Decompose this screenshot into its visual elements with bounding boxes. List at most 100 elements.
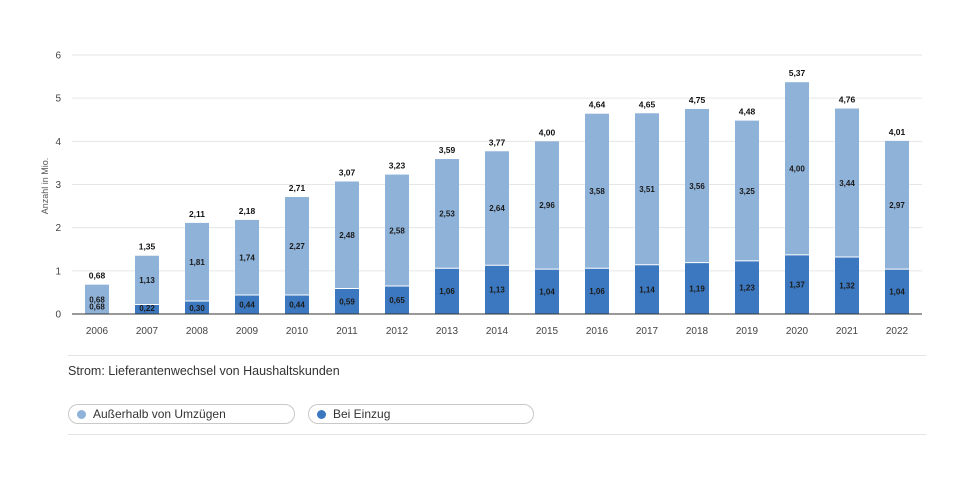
- bar-outside-moves: [135, 255, 159, 305]
- x-tick-label: 2007: [136, 326, 159, 337]
- outside-moves-value-label: 1,81: [189, 258, 205, 267]
- y-tick-label: 6: [55, 51, 61, 62]
- total-label: 4,75: [689, 95, 706, 105]
- bar-move-in: [385, 285, 409, 314]
- outside-moves-value-label: 4,00: [789, 165, 805, 174]
- bar-move-in: [585, 268, 609, 314]
- divider-top: [68, 355, 926, 356]
- bar-outside-moves: [285, 197, 309, 296]
- outside-moves-value-label: 3,56: [689, 182, 705, 191]
- bar-move-in: [285, 295, 309, 314]
- legend-move-in-label: Bei Einzug: [333, 407, 391, 421]
- x-tick-label: 2006: [86, 326, 109, 337]
- x-tick-label: 2022: [886, 326, 909, 337]
- legend-item-outside-moves[interactable]: Außerhalb von Umzügen: [68, 404, 295, 424]
- outside-moves-extra-label: 0,68: [89, 303, 105, 312]
- legend-move-in-swatch-icon: [317, 409, 326, 419]
- total-label: 4,76: [839, 95, 856, 105]
- x-tick-label: 2008: [186, 326, 209, 337]
- move-in-value-label: 1,19: [689, 284, 705, 293]
- outside-moves-value-label: 2,96: [539, 201, 555, 210]
- bar-outside-moves: [585, 113, 609, 269]
- move-in-value-label: 0,44: [239, 301, 255, 310]
- outside-moves-value-label: 2,64: [489, 204, 505, 213]
- bar-move-in: [485, 265, 509, 314]
- move-in-value-label: 1,32: [839, 282, 855, 291]
- bar-outside-moves: [735, 120, 759, 261]
- move-in-value-label: 1,14: [639, 285, 655, 294]
- total-label: 2,18: [239, 206, 256, 216]
- move-in-value-label: 1,06: [589, 287, 605, 296]
- bar-move-in: [735, 260, 759, 314]
- y-axis-label: Anzahl in Mio.: [40, 158, 50, 215]
- bar-move-in: [535, 269, 559, 314]
- x-tick-label: 2019: [736, 326, 759, 337]
- outside-moves-value-label: 3,25: [739, 187, 755, 196]
- total-label: 4,48: [739, 107, 756, 117]
- x-tick-label: 2021: [836, 326, 859, 337]
- x-tick-label: 2020: [786, 326, 809, 337]
- legend-item-move-in[interactable]: Bei Einzug: [308, 404, 534, 424]
- outside-moves-value-label: 1,74: [239, 253, 255, 262]
- x-tick-label: 2009: [236, 326, 259, 337]
- y-tick-label: 4: [55, 137, 61, 148]
- bar-outside-moves: [635, 113, 659, 265]
- bar-outside-moves: [235, 219, 259, 296]
- x-tick-label: 2010: [286, 326, 309, 337]
- total-label: 4,64: [589, 100, 606, 110]
- bar-move-in: [335, 288, 359, 314]
- move-in-value-label: 0,22: [139, 304, 155, 313]
- data-labels: 0,680,680,681,351,130,222,111,810,302,18…: [89, 68, 906, 313]
- outside-moves-value-label: 3,51: [639, 185, 655, 194]
- bar-outside-moves: [435, 159, 459, 269]
- move-in-value-label: 0,30: [189, 304, 205, 313]
- total-label: 4,65: [639, 99, 656, 109]
- x-tick-label: 2011: [336, 326, 358, 337]
- y-tick-label: 2: [55, 223, 61, 234]
- bar-move-in: [685, 262, 709, 314]
- total-label: 3,59: [439, 145, 456, 155]
- legend-outside-moves-label: Außerhalb von Umzügen: [93, 407, 226, 421]
- total-label: 4,00: [539, 127, 556, 137]
- bar-move-in: [135, 304, 159, 314]
- outside-moves-value-label: 2,53: [439, 210, 455, 219]
- x-tick-label: 2017: [636, 326, 659, 337]
- x-tick-label: 2012: [386, 326, 409, 337]
- bar-outside-moves: [785, 82, 809, 255]
- axes: 0 1 2 3 4 5 6 2006 2007 2008 2009 2010 2011 2012 2013 2…: [55, 51, 922, 337]
- outside-moves-value-label: 1,13: [139, 276, 155, 285]
- total-label: 2,11: [189, 209, 205, 219]
- bar-outside-moves: [385, 174, 409, 286]
- move-in-value-label: 1,13: [489, 286, 505, 295]
- move-in-value-label: 1,04: [889, 288, 905, 297]
- y-tick-label: 0: [55, 310, 61, 321]
- move-in-value-label: 1,04: [539, 288, 555, 297]
- total-label: 1,35: [139, 242, 156, 252]
- x-tick-label: 2016: [586, 326, 609, 337]
- total-label: 2,71: [289, 183, 306, 193]
- bar-move-in: [435, 268, 459, 314]
- total-label: 4,01: [889, 127, 906, 137]
- y-tick-label: 1: [55, 266, 61, 277]
- total-label: 3,07: [339, 167, 356, 177]
- bar-move-in: [885, 269, 909, 314]
- divider-bottom: [68, 434, 926, 435]
- move-in-value-label: 1,23: [739, 283, 755, 292]
- bar-outside-moves: [485, 151, 509, 266]
- legend-outside-moves-swatch-icon: [77, 409, 86, 419]
- x-tick-label: 2014: [486, 326, 509, 337]
- bar-outside-moves: [685, 108, 709, 263]
- bars: [85, 82, 909, 314]
- bar-outside-moves: [185, 222, 209, 302]
- bar-move-in: [785, 254, 809, 314]
- bar-move-in: [235, 295, 259, 314]
- bar-move-in: [835, 257, 859, 314]
- outside-moves-value-label: 2,48: [339, 231, 355, 240]
- y-tick-label: 5: [55, 94, 61, 105]
- chart-title: Strom: Lieferantenwechsel von Haushaltsk…: [68, 364, 340, 378]
- bar-outside-moves: [85, 284, 109, 314]
- bar-move-in: [185, 301, 209, 314]
- total-label: 0,68: [89, 271, 106, 281]
- bar-outside-moves: [535, 141, 559, 270]
- x-tick-label: 2018: [686, 326, 709, 337]
